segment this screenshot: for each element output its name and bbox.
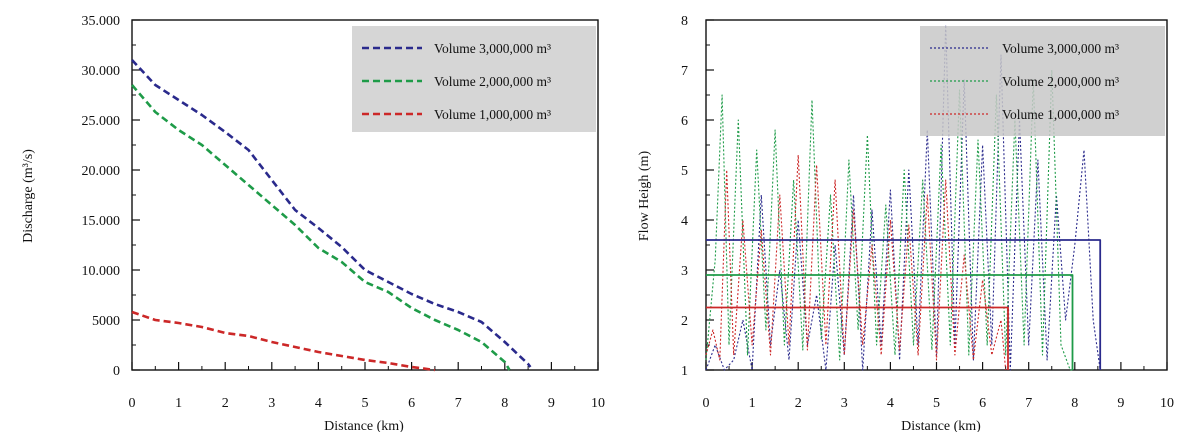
discharge-legend-label: Volume 1,000,000 m³ [434, 107, 551, 122]
discharge-legend-label: Volume 3,000,000 m³ [434, 41, 551, 56]
discharge-legend-label: Volume 2,000,000 m³ [434, 74, 551, 89]
flow-height-y-tick-label: 5 [681, 164, 688, 179]
flow-height-x-tick-label: 4 [887, 396, 894, 411]
flow-height-series-line-3 [705, 154, 1007, 371]
discharge-y-tick-label: 0 [113, 364, 120, 379]
discharge-y-tick-label: 30.000 [82, 64, 121, 79]
discharge-x-tick-label: 0 [129, 396, 136, 411]
flow-height-legend-label: Volume 3,000,000 m³ [1002, 41, 1119, 56]
flow-height-series-line-6 [706, 306, 1009, 370]
flow-height-legend: Volume 3,000,000 m³ Volume 2,000,000 m³ Vo… [920, 26, 1165, 136]
flow-height-x-axis-label: Distance (km) [901, 419, 981, 432]
discharge-y-tick-label: 5000 [92, 314, 120, 329]
flow-height-y-tick-label: 1 [681, 364, 688, 379]
flow-height-legend-label: Volume 1,000,000 m³ [1002, 107, 1119, 122]
discharge-x-tick-label: 10 [591, 396, 605, 411]
flow-height-x-tick-label: 2 [795, 396, 802, 411]
discharge-chart: Discharge (m³/s) Distance (km) 0 1 2 3 4 5 6 7 8… [21, 14, 605, 434]
flow-height-y-tick-label: 4 [681, 214, 688, 229]
discharge-x-axis-label: Distance (km) [324, 419, 404, 432]
discharge-legend-box [352, 26, 596, 132]
discharge-y-tick-label: 25.000 [82, 114, 121, 129]
discharge-x-tick-label: 5 [362, 396, 369, 411]
discharge-y-tick-label: 35.000 [82, 14, 121, 29]
flow-height-chart: Flow Heigh (m) Distance (km) 0 1 2 3 4 5 6 7 8 9 1… [637, 14, 1174, 434]
discharge-x-tick-label: 9 [548, 396, 555, 411]
discharge-y-tick-label: 15.000 [82, 214, 121, 229]
flow-height-series-line-1 [705, 24, 1101, 371]
discharge-x-tick-label: 4 [315, 396, 322, 411]
flow-height-series-line-2 [705, 69, 1073, 371]
discharge-y-tick-label: 10.000 [82, 264, 121, 279]
flow-height-legend-label: Volume 2,000,000 m³ [1002, 74, 1119, 89]
flow-height-x-tick-label: 6 [979, 396, 986, 411]
discharge-series-line-2 [131, 84, 511, 371]
discharge-x-tick-label: 3 [268, 396, 275, 411]
flow-height-x-tick-label: 0 [703, 396, 710, 411]
flow-height-x-tick-label: 7 [1025, 396, 1032, 411]
flow-height-y-tick-label: 3 [681, 264, 688, 279]
flow-height-x-tick-label: 1 [749, 396, 756, 411]
flow-height-x-tick-label: 5 [933, 396, 940, 411]
discharge-series-line-1 [131, 59, 532, 368]
discharge-x-tick-label: 6 [408, 396, 415, 411]
discharge-y-tick-label: 20.000 [82, 164, 121, 179]
flow-height-legend-box [920, 26, 1165, 136]
flow-height-x-tick-label: 10 [1160, 396, 1174, 411]
discharge-series-line-3 [131, 310, 436, 372]
flow-height-y-tick-label: 8 [681, 14, 688, 29]
discharge-x-tick-label: 8 [501, 396, 508, 411]
discharge-x-tick-label: 7 [455, 396, 462, 411]
discharge-y-axis-label: Discharge (m³/s) [21, 149, 36, 243]
flow-height-y-axis-label: Flow Heigh (m) [637, 151, 652, 242]
flow-height-x-tick-label: 8 [1071, 396, 1078, 411]
discharge-legend: Volume 3,000,000 m³ Volume 2,000,000 m³ Vo… [352, 26, 596, 132]
flow-height-x-tick-label: 9 [1117, 396, 1124, 411]
discharge-x-tick-label: 1 [175, 396, 182, 411]
flow-height-series-line-4 [706, 239, 1102, 370]
flow-height-y-tick-label: 7 [681, 64, 688, 79]
flow-height-y-tick-label: 6 [681, 114, 688, 129]
flow-height-series-line-5 [706, 274, 1074, 370]
flow-height-x-tick-label: 3 [841, 396, 848, 411]
discharge-x-tick-label: 2 [222, 396, 229, 411]
flow-height-y-tick-label: 2 [681, 314, 688, 329]
